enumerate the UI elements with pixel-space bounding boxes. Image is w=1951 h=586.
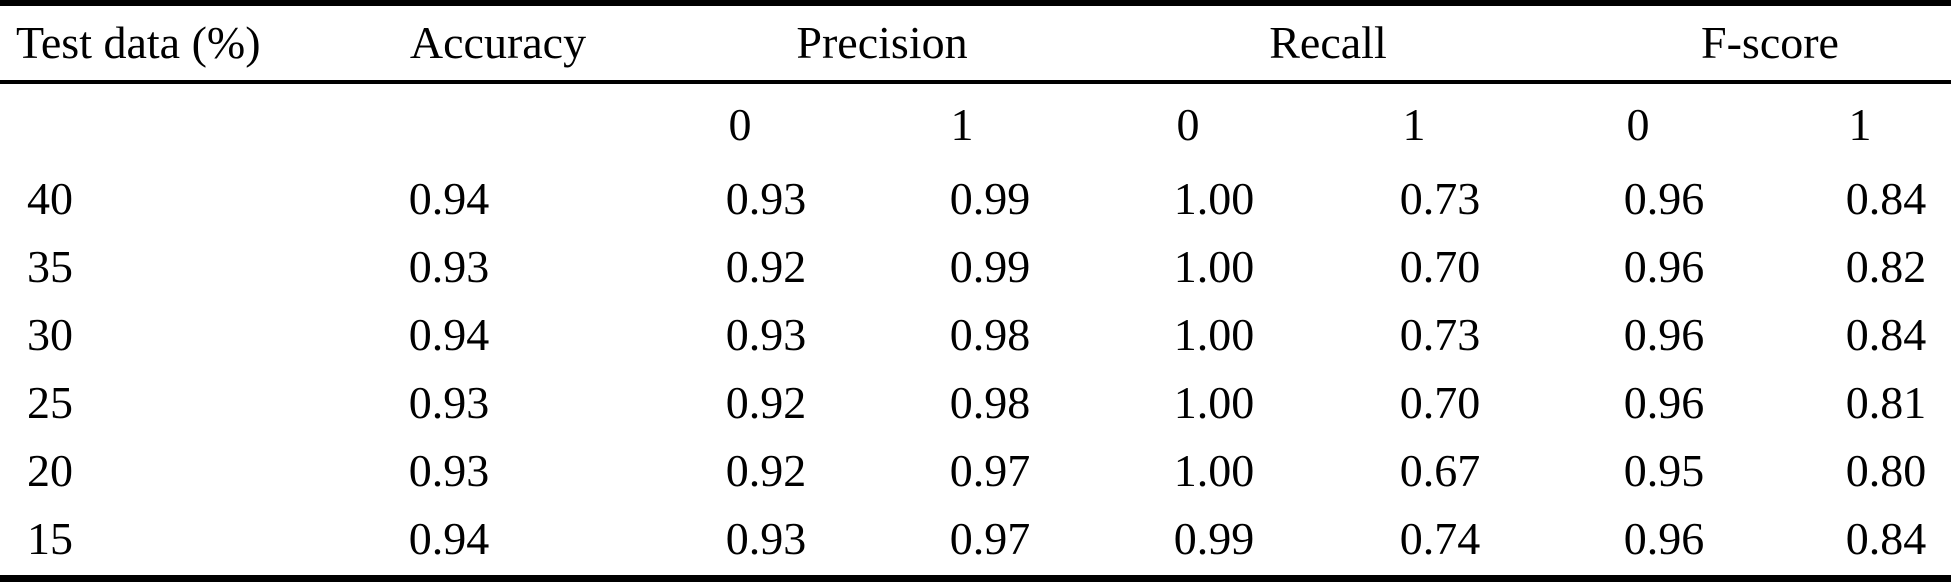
precision-0-cell: 0.93 xyxy=(725,309,807,360)
test-data-cell: 20 xyxy=(27,445,73,496)
table-row: 15 0.94 0.93 0.97 0.99 0.74 0.96 0.84 xyxy=(0,505,1951,573)
col-header-test-data: Test data (%) xyxy=(16,17,261,68)
test-data-cell: 40 xyxy=(27,173,73,224)
fscore-1-cell: 0.80 xyxy=(1845,445,1927,496)
recall-0-cell: 1.00 xyxy=(1173,241,1255,292)
test-data-cell: 15 xyxy=(27,513,73,564)
precision-0-cell: 0.92 xyxy=(725,241,807,292)
precision-1-cell: 0.98 xyxy=(949,309,1031,360)
fscore-1-cell: 0.84 xyxy=(1845,173,1927,224)
subcol-fscore-1: 1 xyxy=(1848,99,1872,150)
subcol-precision-1: 1 xyxy=(950,99,974,150)
test-data-cell: 25 xyxy=(27,377,73,428)
precision-1-cell: 0.99 xyxy=(949,241,1031,292)
recall-1-cell: 0.70 xyxy=(1399,241,1481,292)
recall-0-cell: 1.00 xyxy=(1173,445,1255,496)
fscore-1-cell: 0.81 xyxy=(1845,377,1927,428)
col-header-precision: Precision xyxy=(796,17,968,68)
recall-1-cell: 0.73 xyxy=(1399,173,1481,224)
table-subheader-row: 0 1 0 1 0 1 xyxy=(0,84,1951,165)
header-divider-rule xyxy=(0,80,1951,84)
accuracy-cell: 0.94 xyxy=(408,513,490,564)
accuracy-cell: 0.93 xyxy=(408,445,490,496)
fscore-0-cell: 0.96 xyxy=(1623,241,1705,292)
precision-1-cell: 0.98 xyxy=(949,377,1031,428)
fscore-0-cell: 0.96 xyxy=(1623,173,1705,224)
recall-1-cell: 0.67 xyxy=(1399,445,1481,496)
accuracy-cell: 0.93 xyxy=(408,241,490,292)
accuracy-cell: 0.94 xyxy=(408,309,490,360)
col-header-fscore: F-score xyxy=(1701,17,1839,68)
recall-0-cell: 1.00 xyxy=(1173,173,1255,224)
fscore-1-cell: 0.82 xyxy=(1845,241,1927,292)
precision-0-cell: 0.92 xyxy=(725,377,807,428)
recall-0-cell: 1.00 xyxy=(1173,377,1255,428)
fscore-1-cell: 0.84 xyxy=(1845,513,1927,564)
recall-1-cell: 0.74 xyxy=(1399,513,1481,564)
fscore-0-cell: 0.96 xyxy=(1623,377,1705,428)
table-header-row: Test data (%) Accuracy Precision Recall … xyxy=(0,6,1951,80)
precision-1-cell: 0.97 xyxy=(949,513,1031,564)
table-top-rule xyxy=(0,0,1951,6)
fscore-0-cell: 0.96 xyxy=(1623,309,1705,360)
subcol-precision-0: 0 xyxy=(728,99,752,150)
subcol-recall-1: 1 xyxy=(1402,99,1426,150)
table-row: 40 0.94 0.93 0.99 1.00 0.73 0.96 0.84 xyxy=(0,165,1951,233)
precision-0-cell: 0.93 xyxy=(725,513,807,564)
precision-1-cell: 0.99 xyxy=(949,173,1031,224)
precision-0-cell: 0.93 xyxy=(725,173,807,224)
recall-1-cell: 0.70 xyxy=(1399,377,1481,428)
table-row: 35 0.93 0.92 0.99 1.00 0.70 0.96 0.82 xyxy=(0,233,1951,301)
table-row: 25 0.93 0.92 0.98 1.00 0.70 0.96 0.81 xyxy=(0,369,1951,437)
recall-0-cell: 1.00 xyxy=(1173,309,1255,360)
precision-1-cell: 0.97 xyxy=(949,445,1031,496)
subcol-fscore-0: 0 xyxy=(1626,99,1650,150)
fscore-1-cell: 0.84 xyxy=(1845,309,1927,360)
table-bottom-rule xyxy=(0,575,1951,582)
table-row: 20 0.93 0.92 0.97 1.00 0.67 0.95 0.80 xyxy=(0,437,1951,505)
col-header-recall: Recall xyxy=(1269,17,1387,68)
table-row: 30 0.94 0.93 0.98 1.00 0.73 0.96 0.84 xyxy=(0,301,1951,369)
recall-0-cell: 0.99 xyxy=(1173,513,1255,564)
col-header-accuracy: Accuracy xyxy=(409,17,587,68)
accuracy-cell: 0.93 xyxy=(408,377,490,428)
test-data-cell: 35 xyxy=(27,241,73,292)
recall-1-cell: 0.73 xyxy=(1399,309,1481,360)
subcol-recall-0: 0 xyxy=(1176,99,1200,150)
test-data-cell: 30 xyxy=(27,309,73,360)
fscore-0-cell: 0.95 xyxy=(1623,445,1705,496)
fscore-0-cell: 0.96 xyxy=(1623,513,1705,564)
accuracy-cell: 0.94 xyxy=(408,173,490,224)
precision-0-cell: 0.92 xyxy=(725,445,807,496)
